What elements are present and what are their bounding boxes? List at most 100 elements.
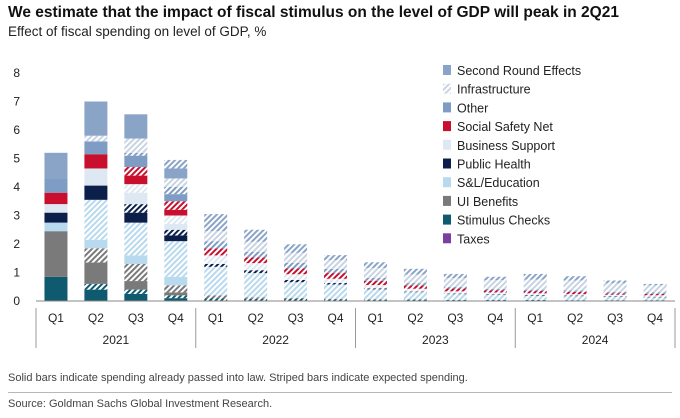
bar-segment-social-safety-net-striped [363, 280, 387, 286]
chart-subtitle: Effect of fiscal spending on level of GD… [8, 24, 267, 39]
year-label: 2023 [422, 333, 449, 347]
bar-segment-stimulus-checks-striped [284, 298, 308, 301]
bar-segment-other-solid [124, 155, 148, 168]
bar-segment-s-l-education-striped [523, 295, 547, 300]
bar-segment-public-health-striped [643, 296, 667, 298]
bar-segment-ui-benefits-striped [164, 285, 188, 293]
x-tick-label: Q2 [248, 311, 264, 325]
bar-segment-second-round-effects-striped [403, 268, 427, 275]
bar-segment-public-health-solid [44, 212, 68, 223]
bar-segment-social-safety-net-striped [124, 167, 148, 176]
bar-segment-infrastructure-striped [403, 274, 427, 284]
bar-segment-public-health-striped [124, 204, 148, 213]
bar-segment-social-safety-net-solid [44, 192, 68, 205]
bar-segment-second-round-effects-striped [324, 255, 348, 261]
bar-segment-social-safety-net-striped [443, 288, 467, 292]
bar-segment-s-l-education-solid [44, 222, 68, 232]
bar-segment-second-round-effects-solid [124, 114, 148, 139]
bar-segment-ui-benefits-striped [124, 263, 148, 282]
legend-swatch-infrastructure [443, 83, 451, 94]
legend-swatch-business-support [443, 139, 451, 150]
bar-segment-public-health-solid [84, 185, 108, 200]
bar-segment-other-solid [164, 194, 188, 202]
bar-segment-s-l-education-striped [363, 289, 387, 300]
year-label: 2024 [582, 333, 609, 347]
bar-segment-business-support-solid [84, 168, 108, 186]
bar-segment-infrastructure-striped [124, 138, 148, 153]
legend-swatch-taxes [443, 233, 451, 244]
bar-segment-infrastructure-striped [84, 135, 108, 142]
bar-segment-stimulus-checks-striped [204, 298, 228, 301]
legend-swatch-s-l-education [443, 177, 451, 188]
bar-segment-infrastructure-striped [204, 231, 228, 242]
source-note: Source: Goldman Sachs Global Investment … [8, 398, 273, 410]
bar-segment-social-safety-net-striped [483, 290, 507, 293]
bar-segment-public-health-striped [324, 283, 348, 285]
x-tick-label: Q1 [208, 311, 224, 325]
legend-label-ui-benefits: UI Benefits [457, 195, 518, 209]
bar-segment-second-round-effects-striped [643, 283, 667, 286]
legend-label-social-safety-net: Social Safety Net [457, 120, 553, 134]
bar-segment-s-l-education-striped [204, 266, 228, 296]
bar-segment-second-round-effects-striped [443, 273, 467, 279]
bar-segment-second-round-effects-solid [44, 152, 68, 179]
x-tick-label: Q2 [567, 311, 583, 325]
y-tick-label: 4 [13, 180, 20, 194]
bar-segment-infrastructure-striped [164, 178, 188, 187]
bar-segment-public-health-striped [284, 279, 308, 283]
bar-segment-other-striped [523, 289, 547, 292]
bar-13 [563, 276, 587, 301]
bar-segment-public-health-solid [124, 212, 148, 223]
bar-segment-stimulus-checks-solid [84, 289, 108, 301]
bar-segment-second-round-effects-solid [84, 101, 108, 136]
bar-segment-stimulus-checks-striped [443, 299, 467, 301]
bar-segment-social-safety-net-striped [324, 273, 348, 279]
legend-swatch-second-round-effects [443, 65, 451, 75]
bar-segment-stimulus-checks-solid [124, 293, 148, 301]
bar-segment-s-l-education-striped [603, 296, 627, 301]
legend-label-s-l-education: S&L/Education [457, 176, 540, 190]
bar-segment-public-health-striped [523, 295, 547, 296]
bar-segment-other-striped [324, 268, 348, 274]
bar-segment-public-health-striped [403, 291, 427, 293]
bar-segment-ui-benefits-solid [124, 281, 148, 290]
footer-divider [8, 392, 672, 393]
bar-segment-business-support-solid [164, 224, 188, 230]
bar-segment-business-support-striped [443, 291, 467, 294]
bar-segment-business-support-striped [363, 285, 387, 289]
legend-label-other: Other [457, 101, 488, 115]
x-tick-label: Q3 [288, 311, 304, 325]
x-axis: Q1 Q2 Q3 Q4 Q1 Q2 Q3 Q4 Q1 Q2 Q3 Q4 Q1 Q2 Q3 Q4 2021 2022… [35, 300, 676, 348]
bar-segment-business-support-striped [204, 255, 228, 264]
bar-segment-second-round-effects-striped [363, 262, 387, 268]
bar-segment-business-support-striped [403, 288, 427, 292]
bar-2 [124, 114, 148, 301]
bar-segment-infrastructure-striped [483, 280, 507, 289]
bar-segment-ui-benefits-striped [284, 297, 308, 299]
x-tick-label: Q1 [527, 311, 543, 325]
legend-swatch-social-safety-net [443, 121, 451, 132]
legend-label-business-support: Business Support [457, 139, 556, 153]
footnote: Solid bars indicate spending already pas… [8, 372, 468, 384]
bar-1 [84, 101, 108, 301]
bar-segment-public-health-striped [363, 288, 387, 290]
bar-8 [363, 262, 387, 301]
bar-segment-stimulus-checks-striped [324, 299, 348, 301]
bar-segment-public-health-striped [244, 270, 268, 274]
x-tick-label: Q1 [48, 311, 64, 325]
bar-segment-other-striped [563, 290, 587, 292]
bar-segment-s-l-education-striped [84, 199, 108, 240]
bar-segment-business-support-striped [603, 294, 627, 297]
bar-segment-s-l-education-striped [483, 294, 507, 300]
bar-segment-ui-benefits-striped [84, 248, 108, 263]
bar-segment-business-support-striped [643, 295, 667, 297]
bar-segment-social-safety-net-striped [244, 257, 268, 264]
bar-segment-other-striped [164, 187, 188, 195]
bar-segment-social-safety-net-striped [523, 291, 547, 294]
bar-segment-stimulus-checks-striped [124, 289, 148, 294]
bar-segment-infrastructure-striped [443, 278, 467, 287]
bar-segment-other-striped [403, 283, 427, 286]
bar-segment-second-round-effects-striped [284, 244, 308, 253]
y-tick-label: 7 [13, 95, 20, 109]
bar-segment-ui-benefits-solid [84, 262, 108, 284]
